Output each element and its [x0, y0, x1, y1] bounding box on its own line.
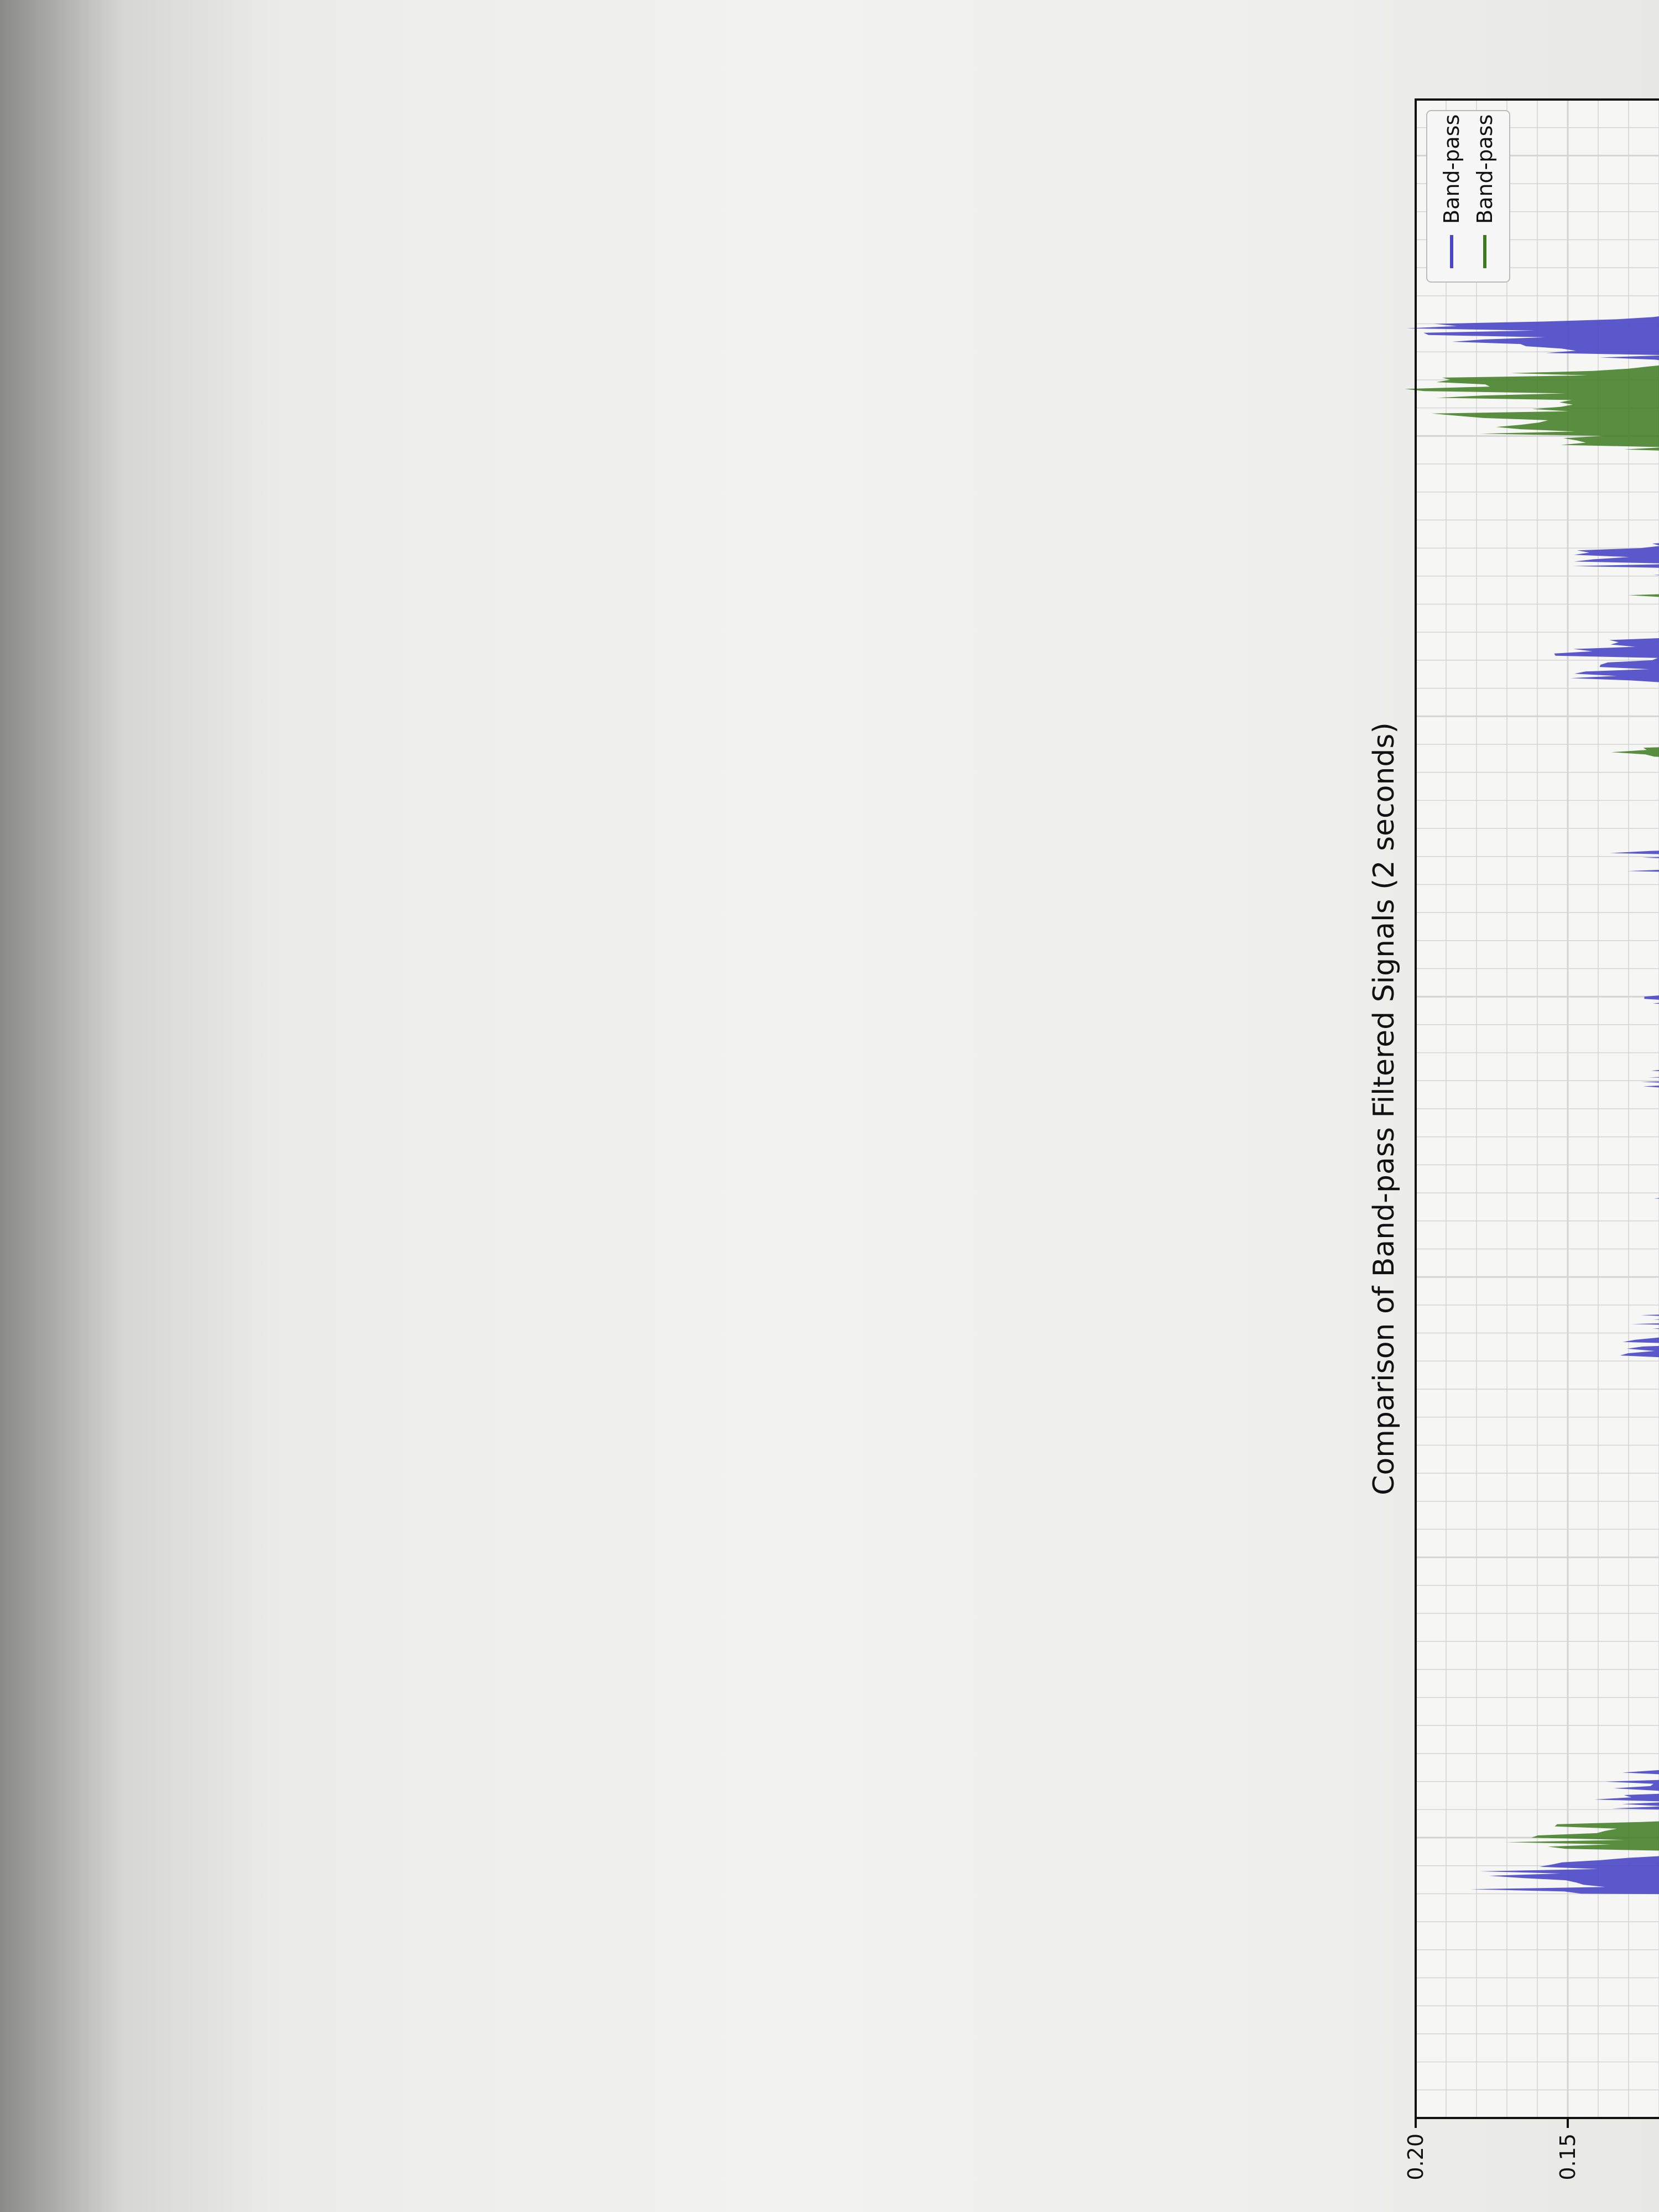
- legend-label-green: Band-pass: [1473, 114, 1497, 224]
- legend-label-blue: Band-pass: [1439, 114, 1464, 224]
- axes-frame: [1415, 98, 1659, 2119]
- legend: Band-pass Band-pass: [1426, 110, 1510, 283]
- chart-title: Comparison of Band-pass Filtered Signals…: [1368, 722, 1401, 1495]
- tick-layer: 0.000.250.500.751.001.251.501.750.200.15…: [1404, 2118, 1580, 2180]
- y-tick-label: 0.15: [1556, 2133, 1580, 2180]
- y-tick-label: 0.20: [1404, 2133, 1428, 2180]
- legend-box: [1426, 110, 1510, 283]
- rotated-plot: 0.000.250.500.751.001.251.501.750.200.15…: [1368, 98, 1659, 2180]
